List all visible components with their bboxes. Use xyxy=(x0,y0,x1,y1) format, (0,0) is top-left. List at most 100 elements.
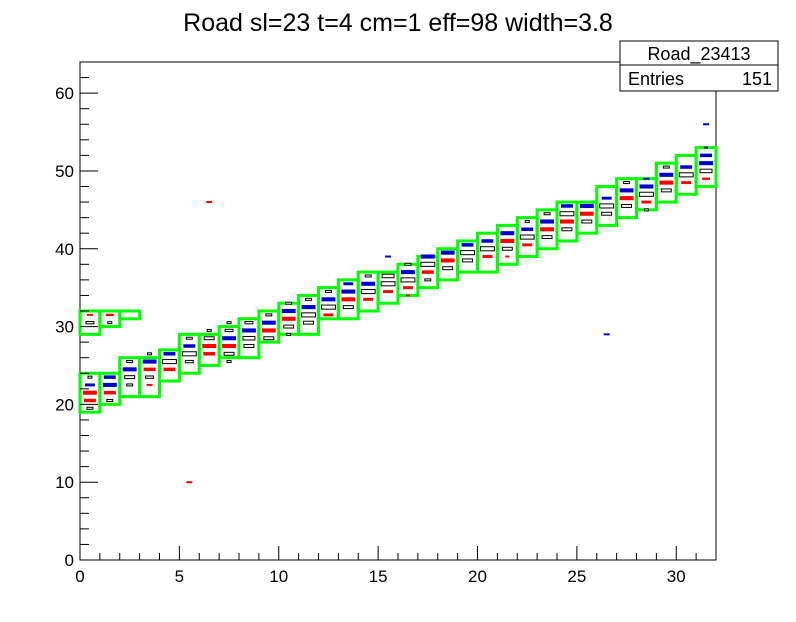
histogram-cell xyxy=(342,305,354,310)
histogram-cell xyxy=(85,321,95,325)
histogram-cell xyxy=(662,165,670,169)
road-box xyxy=(118,309,142,321)
stats-entries-label: Entries xyxy=(628,69,684,89)
histogram-cell xyxy=(643,177,650,180)
histogram-cell xyxy=(243,344,255,348)
histogram-cell xyxy=(183,344,196,348)
histogram-cell xyxy=(181,351,197,357)
x-tick-label: 5 xyxy=(175,567,184,586)
y-tick-label: 0 xyxy=(65,551,74,570)
histogram-cell xyxy=(83,398,96,403)
road-box-layer xyxy=(78,146,718,414)
histogram-cell xyxy=(659,172,674,177)
histogram-cell xyxy=(105,313,114,317)
histogram-cell xyxy=(281,308,296,314)
histogram-cell xyxy=(244,321,254,325)
histogram-cell xyxy=(86,313,93,316)
histogram-cell xyxy=(479,246,495,252)
histogram-cell xyxy=(638,191,654,197)
histogram-cell xyxy=(621,203,633,208)
histogram-cell xyxy=(222,343,237,349)
y-tick-label: 10 xyxy=(55,473,74,492)
histogram-cell xyxy=(482,255,493,258)
histogram-cell xyxy=(678,172,694,178)
histogram-cell xyxy=(500,238,515,244)
histogram-cell xyxy=(103,390,116,395)
histogram-cell xyxy=(186,481,193,484)
histogram-cell xyxy=(700,153,713,158)
histogram-cell xyxy=(643,208,649,212)
histogram-cell xyxy=(559,219,574,224)
histogram-cell xyxy=(699,168,713,174)
histogram-cell xyxy=(405,294,410,297)
histogram-cell xyxy=(420,254,435,259)
histogram-cell xyxy=(500,231,515,236)
histogram-cell xyxy=(461,243,474,247)
histogram-cell xyxy=(265,313,273,317)
histogram-cell xyxy=(660,188,672,193)
histogram-cell xyxy=(163,367,176,372)
histogram-cell xyxy=(184,359,194,364)
histogram-cell xyxy=(481,239,494,243)
y-tick-label: 40 xyxy=(55,240,74,259)
histogram-cell xyxy=(421,270,434,274)
histogram-cell xyxy=(281,316,296,321)
histogram-cell xyxy=(601,196,612,200)
histogram-cell xyxy=(86,406,94,410)
histogram-cell xyxy=(561,227,573,232)
histogram-cell xyxy=(106,398,114,402)
histogram-cell xyxy=(363,297,374,301)
x-tick-label: 15 xyxy=(369,567,388,586)
histogram-cell xyxy=(206,201,213,204)
histogram-cell xyxy=(305,297,313,301)
histogram-cell xyxy=(383,290,394,294)
histogram-cell xyxy=(579,211,594,216)
histogram-cell xyxy=(680,165,693,169)
road-box xyxy=(98,309,122,329)
histogram-cell xyxy=(440,258,455,263)
y-tick-label: 20 xyxy=(55,395,74,414)
y-tick-label: 60 xyxy=(55,84,74,103)
histogram-cell xyxy=(681,181,692,185)
histogram-cell xyxy=(400,277,416,283)
histogram-cell xyxy=(87,375,93,379)
histogram-cell xyxy=(385,255,392,258)
x-tick-label: 10 xyxy=(269,567,288,586)
histogram-cell xyxy=(202,343,217,349)
histogram-cell xyxy=(364,274,372,278)
stats-box: Road_23413 Entries 151 xyxy=(619,40,779,92)
histogram-cell xyxy=(619,196,634,201)
chart-title: Road sl=23 t=4 cm=1 eff=98 width=3.8 xyxy=(183,9,613,37)
histogram-cell xyxy=(420,261,436,267)
histogram-cell xyxy=(581,219,593,224)
histogram-cell xyxy=(404,262,412,266)
histogram-cell xyxy=(161,359,177,365)
histogram-cell xyxy=(263,336,275,341)
histogram-cell xyxy=(599,203,615,209)
histogram-cell xyxy=(522,243,533,247)
histogram-cell xyxy=(601,211,613,216)
histogram-cell xyxy=(641,200,652,204)
histogram-cell xyxy=(185,336,193,340)
histogram-cell xyxy=(124,375,136,380)
cell-layer xyxy=(82,123,714,484)
histogram-cell xyxy=(126,383,134,387)
histogram-cell xyxy=(360,289,376,295)
histogram-cell xyxy=(540,219,555,224)
histogram-cell xyxy=(163,352,176,356)
histogram-cell xyxy=(341,289,356,294)
histogram-cell xyxy=(261,328,276,333)
stats-box-frame xyxy=(619,40,779,92)
histogram-cell xyxy=(424,278,432,282)
histogram-cell xyxy=(704,146,709,149)
histogram-cell xyxy=(143,367,156,372)
histogram-cell xyxy=(323,313,334,317)
x-tick-label: 20 xyxy=(468,567,487,586)
x-tick-label: 25 xyxy=(567,567,586,586)
road-box xyxy=(476,231,499,274)
histogram-cell xyxy=(226,360,232,364)
histogram-cell xyxy=(203,352,216,356)
histogram-cell xyxy=(400,270,415,275)
histogram-cell xyxy=(283,324,295,329)
